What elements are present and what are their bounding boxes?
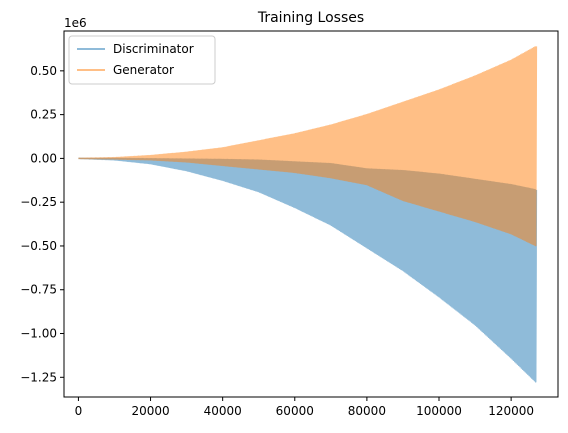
x-axis: 0 20000 40000 60000 80000 100000 120000 [75, 397, 534, 418]
y-offset-label: 1e6 [64, 16, 87, 30]
y-tick-label: −0.50 [20, 239, 57, 253]
y-tick-label: −1.25 [20, 370, 57, 384]
x-tick-label: 80000 [348, 404, 386, 418]
y-axis: 0.50 0.25 0.00 −0.25 −0.50 −0.75 −1.00 −1.25 [20, 64, 64, 384]
y-tick-label: 0.25 [30, 108, 57, 122]
axes-frame [63, 30, 559, 398]
x-tick-label: 60000 [276, 404, 314, 418]
y-tick-label: −0.75 [20, 283, 57, 297]
legend-label-discriminator: Discriminator [113, 42, 194, 56]
legend: Discriminator Generator [68, 35, 216, 85]
chart-title: Training Losses [257, 10, 364, 26]
x-tick-label: 40000 [204, 404, 242, 418]
plot-area [78, 46, 538, 383]
legend-box [68, 35, 216, 85]
x-tick-label: 120000 [488, 404, 534, 418]
x-tick-label: 100000 [416, 404, 462, 418]
y-tick-label: −0.25 [20, 195, 57, 209]
legend-label-generator: Generator [113, 63, 174, 77]
series-generator [78, 46, 538, 247]
y-tick-label: 0.00 [30, 151, 57, 165]
y-tick-label: −1.00 [20, 327, 57, 341]
y-tick-label: 0.50 [30, 64, 57, 78]
x-tick-label: 0 [75, 404, 83, 418]
x-tick-label: 20000 [131, 404, 169, 418]
